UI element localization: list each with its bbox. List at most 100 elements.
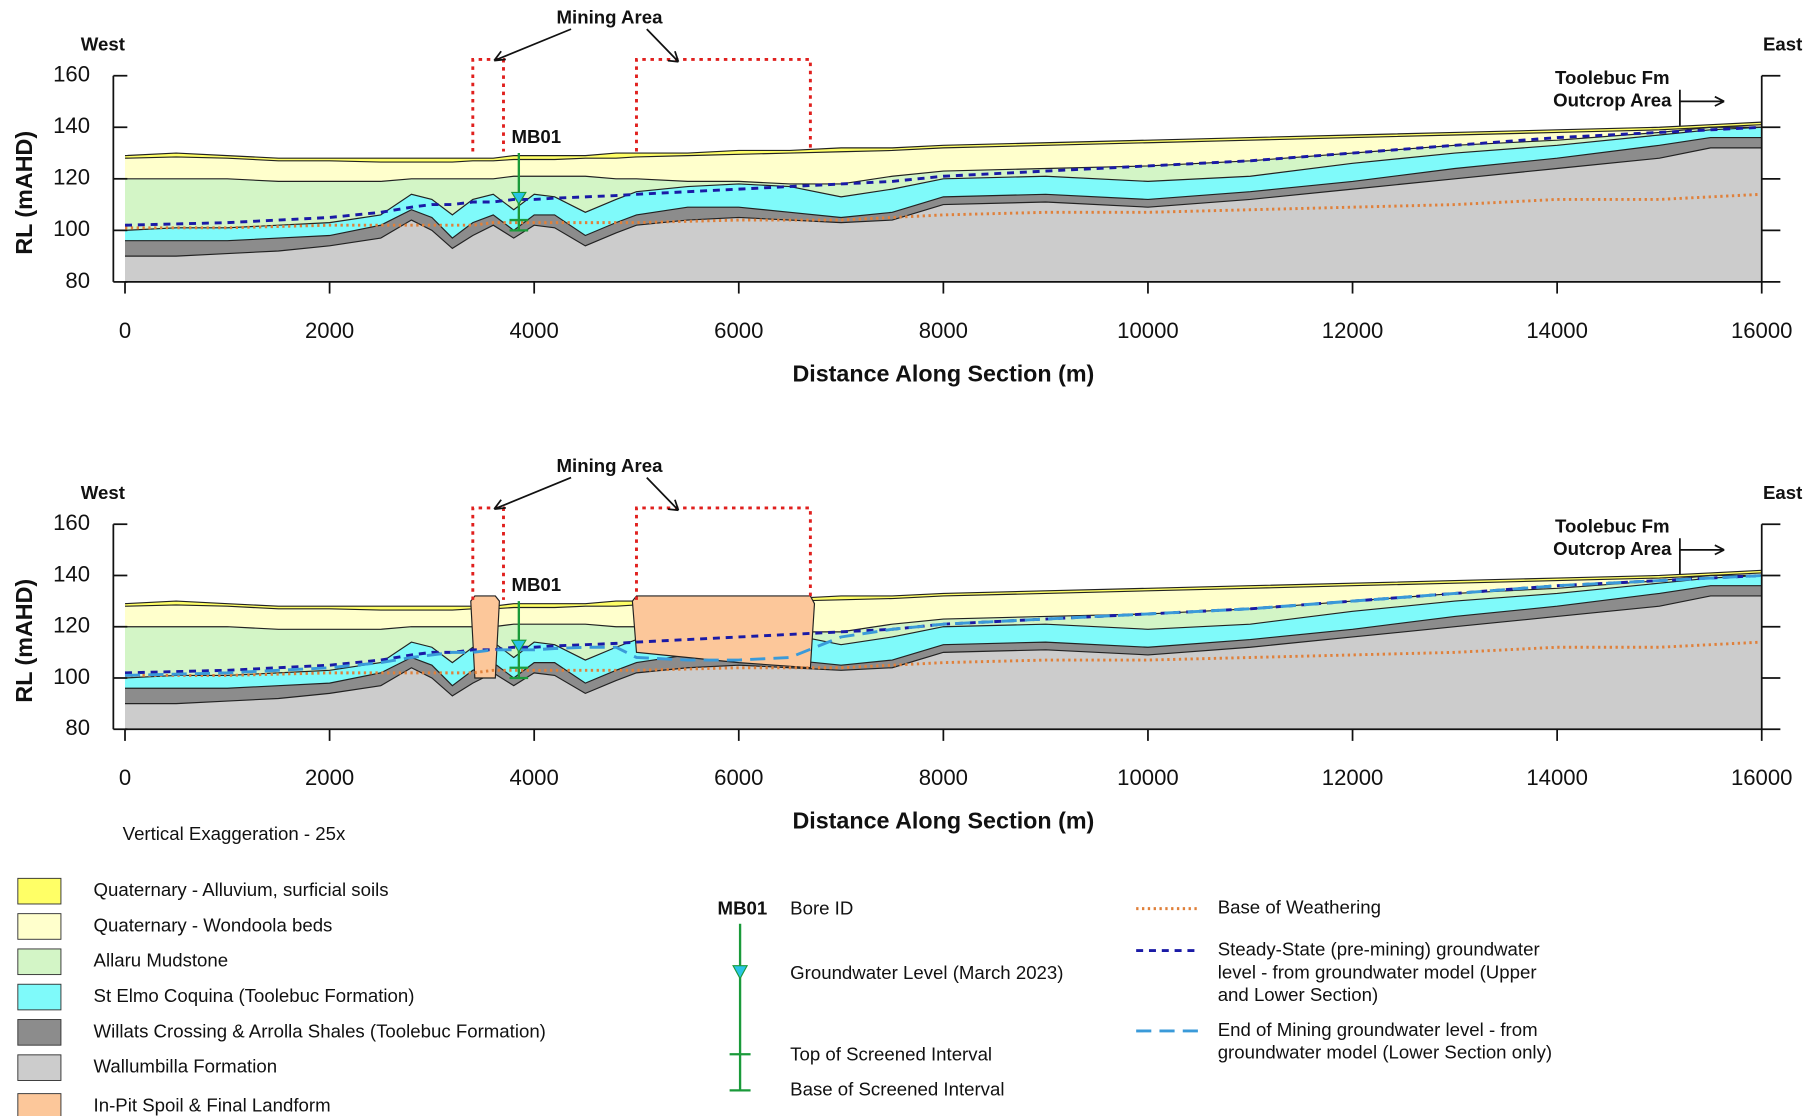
y-tick-label: 140 bbox=[53, 561, 90, 586]
legend-swatch bbox=[17, 1019, 62, 1046]
outcrop-marker bbox=[1679, 89, 1725, 126]
outcrop-marker bbox=[1679, 538, 1725, 575]
layer-fill bbox=[125, 572, 1762, 632]
mining-label: Mining Area bbox=[557, 7, 664, 28]
note: Vertical Exaggeration - 25x bbox=[123, 823, 346, 844]
y-tick-label: 100 bbox=[53, 216, 90, 241]
legend-swatch bbox=[17, 983, 62, 1011]
section bbox=[124, 569, 1762, 730]
legend-swatch bbox=[17, 877, 62, 905]
layer-boundary bbox=[125, 136, 1762, 242]
x-axis-title: Distance Along Section (m) bbox=[792, 360, 1094, 386]
x-tick-label: 10000 bbox=[1117, 765, 1179, 790]
annotation-arrow bbox=[646, 28, 680, 63]
x-tick-label: 14000 bbox=[1526, 318, 1588, 343]
layer-fill bbox=[125, 127, 1762, 241]
east-label: East bbox=[1763, 33, 1802, 54]
outcrop-label: Toolebuc Fm bbox=[1555, 516, 1670, 537]
layer-boundary bbox=[125, 585, 1762, 689]
x-tick-label: 4000 bbox=[510, 318, 559, 343]
west-label: West bbox=[81, 482, 125, 503]
x-axis-title: Distance Along Section (m) bbox=[792, 808, 1094, 834]
bore-label: MB01 bbox=[511, 574, 561, 595]
mining-area-box bbox=[635, 506, 812, 600]
y-tick-label: 120 bbox=[53, 613, 90, 638]
x-tick-label: 2000 bbox=[305, 765, 354, 790]
x-tick-label: 12000 bbox=[1322, 765, 1384, 790]
x-tick-label: 16000 bbox=[1731, 318, 1793, 343]
legend-label: Base of Screened Interval bbox=[790, 1078, 1004, 1099]
legend-label: End of Mining groundwater level - from gr… bbox=[1218, 1019, 1552, 1063]
x-tick-label: 8000 bbox=[919, 765, 968, 790]
layer-fill bbox=[125, 147, 1762, 282]
bore-legend-id: MB01 bbox=[718, 898, 768, 919]
east-label: East bbox=[1763, 482, 1802, 503]
west-label: West bbox=[81, 33, 125, 54]
x-tick-label: 14000 bbox=[1526, 765, 1588, 790]
y-tick-label: 120 bbox=[53, 165, 90, 190]
annotation-arrow bbox=[493, 28, 572, 62]
legend-label: Wallumbilla Formation bbox=[94, 1056, 278, 1077]
outcrop-label: Outcrop Area bbox=[1553, 89, 1672, 110]
layer-fill bbox=[125, 585, 1762, 704]
x-tick-label: 0 bbox=[119, 765, 131, 790]
x-tick-label: 4000 bbox=[510, 765, 559, 790]
mining-area-box bbox=[471, 57, 505, 152]
legend-label: Allaru Mudstone bbox=[94, 950, 229, 971]
x-tick-label: 8000 bbox=[919, 318, 968, 343]
y-tick-label: 80 bbox=[65, 715, 90, 740]
legend-label: Quaternary - Alluvium, surficial soils bbox=[94, 879, 389, 900]
mining-area-box bbox=[635, 57, 812, 152]
y-axis-title: RL (mAHD) bbox=[11, 131, 37, 255]
legend-swatch bbox=[17, 1093, 62, 1116]
layer-boundary bbox=[124, 124, 1762, 163]
legend-label: Base of Weathering bbox=[1218, 897, 1381, 918]
y-tick-label: 160 bbox=[53, 62, 90, 87]
outcrop-label: Outcrop Area bbox=[1553, 538, 1672, 559]
bore-legend: MB01 Bore ID Groundwater Level (March 20… bbox=[718, 898, 1064, 1100]
layer-boundary bbox=[124, 121, 1762, 159]
layer-boundary bbox=[125, 147, 1762, 257]
legend-label: Quaternary - Wondoola beds bbox=[94, 914, 333, 935]
layer-boundary bbox=[124, 572, 1762, 611]
mining-label: Mining Area bbox=[557, 455, 664, 476]
legend-label: Top of Screened Interval bbox=[790, 1043, 992, 1064]
y-tick-label: 140 bbox=[53, 113, 90, 138]
x-tick-label: 6000 bbox=[714, 318, 763, 343]
x-tick-label: 10000 bbox=[1117, 318, 1179, 343]
groundwater-marker bbox=[510, 191, 527, 206]
level-line bbox=[124, 125, 1762, 227]
x-tick-label: 6000 bbox=[714, 765, 763, 790]
x-tick-label: 16000 bbox=[1731, 765, 1793, 790]
layer-fill bbox=[125, 595, 1762, 730]
y-tick-label: 100 bbox=[53, 664, 90, 689]
layer-boundary bbox=[125, 595, 1762, 705]
outcrop-label: Toolebuc Fm bbox=[1555, 67, 1670, 88]
level-line bbox=[124, 574, 1762, 677]
legend-swatch bbox=[17, 913, 62, 940]
groundwater-marker bbox=[510, 639, 527, 654]
x-tick-label: 0 bbox=[119, 318, 131, 343]
mining-area-box bbox=[471, 506, 505, 600]
legend-label: Steady-State (pre-mining) groundwater lev… bbox=[1218, 939, 1540, 1005]
legend-label: St Elmo Coquina (Toolebuc Formation) bbox=[94, 985, 415, 1006]
legend-label: Groundwater Level (March 2023) bbox=[790, 962, 1063, 983]
legend-swatch bbox=[17, 948, 62, 976]
annotation-arrow bbox=[493, 476, 572, 510]
legend-label: Willats Crossing & Arrolla Shales (Toole… bbox=[94, 1020, 546, 1041]
level-line bbox=[125, 192, 1762, 230]
y-axis-title: RL (mAHD) bbox=[11, 579, 37, 703]
legend-label: Bore ID bbox=[790, 898, 853, 919]
y-tick-label: 160 bbox=[53, 510, 90, 535]
layer-boundary bbox=[124, 569, 1762, 607]
layer-boundary bbox=[125, 126, 1762, 185]
y-tick-label: 80 bbox=[65, 268, 90, 293]
x-tick-label: 2000 bbox=[305, 318, 354, 343]
level-line bbox=[125, 640, 1762, 677]
bore-legend-triangle bbox=[732, 965, 749, 980]
layer-fill bbox=[125, 575, 1762, 689]
annotation-arrow bbox=[646, 477, 680, 512]
section bbox=[124, 121, 1762, 282]
